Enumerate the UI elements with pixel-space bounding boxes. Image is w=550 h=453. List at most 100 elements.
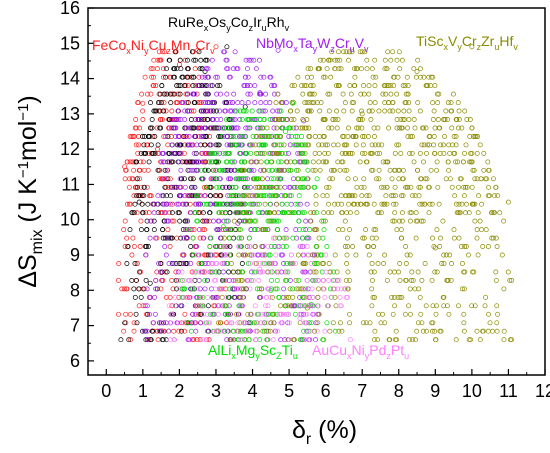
data-point [364, 57, 370, 63]
data-point [144, 286, 150, 292]
data-point [320, 235, 326, 241]
data-point [320, 117, 326, 122]
data-point [268, 74, 274, 80]
data-point [159, 117, 165, 122]
data-point [278, 176, 284, 182]
data-point [468, 337, 474, 343]
data-point [330, 277, 336, 283]
data-point [207, 201, 213, 207]
data-point [178, 66, 184, 72]
data-point [221, 235, 227, 241]
data-point [131, 210, 137, 216]
data-point [310, 167, 316, 173]
data-point [158, 269, 163, 275]
series-label-subscript: y [226, 23, 231, 33]
data-point [311, 210, 317, 216]
data-point [181, 235, 187, 241]
series-label-subscript: u [293, 351, 298, 361]
data-point [328, 167, 334, 173]
data-point [255, 311, 261, 317]
data-point [281, 261, 287, 266]
data-point [297, 303, 303, 309]
data-point [227, 108, 233, 114]
data-point [301, 159, 307, 165]
data-point [181, 277, 187, 283]
data-point [177, 184, 183, 190]
data-point [168, 320, 174, 326]
data-point [330, 320, 336, 326]
data-point [192, 311, 198, 317]
data-point [242, 159, 247, 165]
data-point [431, 134, 437, 139]
data-point [147, 235, 153, 241]
series-label-subscript: x [204, 23, 209, 33]
data-point [417, 201, 423, 207]
data-point [143, 337, 149, 343]
data-point [303, 337, 308, 343]
data-point [228, 337, 234, 343]
data-point [384, 201, 390, 207]
data-point [208, 176, 214, 182]
data-point [267, 117, 273, 122]
data-point [378, 320, 384, 326]
data-point [149, 328, 155, 334]
data-point [309, 100, 315, 106]
data-point [233, 184, 239, 190]
data-point [453, 337, 459, 343]
data-point [203, 57, 209, 63]
data-point [461, 286, 467, 292]
data-point [325, 142, 330, 148]
data-point [472, 303, 478, 309]
data-point [339, 303, 344, 309]
data-point [145, 311, 151, 317]
data-point [339, 210, 345, 216]
data-point [349, 108, 355, 114]
y-tick-label: 7 [70, 316, 80, 336]
data-point [359, 117, 365, 122]
data-point [249, 117, 254, 122]
data-point [296, 218, 302, 224]
data-point [145, 142, 151, 148]
data-point [311, 184, 317, 190]
data-point [345, 134, 351, 139]
data-point [445, 100, 451, 106]
data-point [163, 108, 169, 114]
data-point [300, 294, 306, 300]
data-point [282, 210, 288, 216]
data-point [127, 311, 133, 317]
data-point [342, 100, 348, 106]
data-point [158, 117, 164, 122]
data-point [169, 210, 175, 216]
data-point [343, 49, 349, 55]
data-point [461, 311, 467, 317]
data-point [371, 201, 377, 207]
data-point [272, 244, 278, 249]
data-point [315, 277, 321, 283]
data-point [430, 117, 436, 122]
data-point [190, 49, 196, 55]
data-point [430, 100, 436, 106]
data-point [243, 150, 249, 156]
data-point [431, 244, 437, 249]
data-point [224, 44, 230, 50]
data-point [368, 269, 374, 275]
x-tick-label: 12 [535, 381, 550, 401]
data-point [390, 100, 396, 106]
data-point [148, 218, 154, 224]
data-point [194, 294, 200, 300]
data-point [189, 286, 195, 292]
data-point [410, 193, 415, 199]
data-point [245, 100, 251, 106]
data-point [325, 150, 331, 156]
series-label-subscript: Z [276, 351, 282, 361]
data-point [218, 91, 223, 97]
data-point [209, 57, 215, 63]
data-point [314, 227, 320, 233]
axis-titles: ΔSmix (J K−1mol−1) δr (%) [14, 95, 357, 448]
data-point [217, 108, 223, 114]
data-point [223, 117, 229, 122]
data-point [168, 193, 174, 199]
y-tick-label: 15 [60, 33, 80, 53]
data-point [305, 167, 311, 173]
data-point [275, 159, 281, 165]
